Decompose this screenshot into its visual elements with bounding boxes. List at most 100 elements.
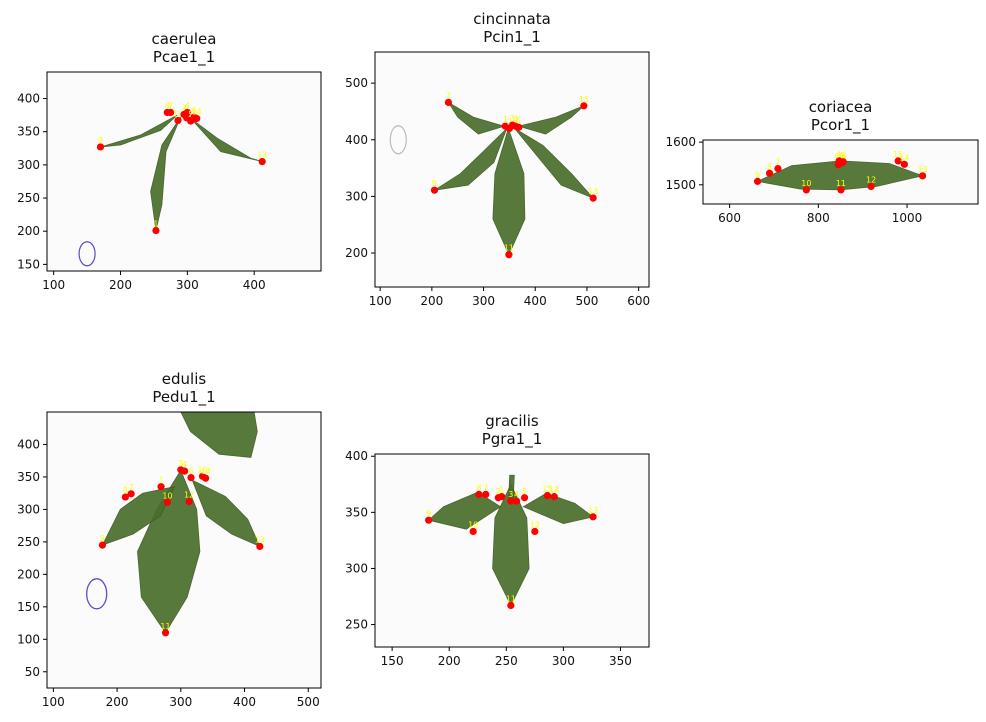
landmark-point — [837, 186, 845, 194]
landmark-label: 7 — [775, 158, 780, 167]
leaf-shape — [517, 105, 585, 135]
landmark-label: 13 — [255, 535, 265, 544]
x-tick-label: 250 — [495, 654, 518, 668]
y-tick-label: 300 — [17, 158, 40, 172]
landmark-label: 8 — [165, 101, 170, 110]
landmark-point — [482, 490, 490, 498]
sample-label: Pcae1_1 — [152, 48, 216, 66]
species-label: cincinnata — [473, 10, 551, 28]
landmark-point — [183, 108, 191, 117]
leaf-shape — [448, 102, 506, 135]
landmark-point — [774, 164, 782, 173]
landmark-point — [161, 629, 170, 637]
x-tick-label: 100 — [42, 695, 65, 709]
leaf-shape — [150, 116, 182, 231]
landmark-point — [507, 601, 515, 610]
plot-area: 191387103245614 — [47, 72, 321, 271]
landmark-label: 8 — [476, 483, 481, 492]
sample-label: Pedu1_1 — [152, 388, 216, 406]
landmark-point — [589, 194, 597, 202]
landmark-label: 9 — [426, 509, 431, 518]
landmark-label: 2 — [496, 487, 501, 496]
landmark-point — [444, 98, 453, 106]
y-tick-label: 400 — [17, 437, 40, 451]
y-tick-label: 350 — [17, 470, 40, 484]
landmark-point — [469, 527, 477, 536]
x-tick-label: 1000 — [892, 211, 923, 225]
landmark-point — [580, 102, 588, 110]
ink-mark-icon — [86, 578, 108, 610]
landmark-point — [181, 467, 189, 475]
x-tick-label: 200 — [106, 695, 129, 709]
panel-title: gracilis Pgra1_1 — [375, 412, 649, 448]
landmark-label: 10 — [162, 491, 172, 500]
landmark-label: 1 — [153, 220, 158, 229]
x-tick-label: 400 — [233, 695, 256, 709]
y-tick-label: 1600 — [665, 135, 696, 149]
landmark-point — [258, 157, 266, 166]
y-tick-label: 1500 — [665, 178, 696, 192]
y-tick-label: 350 — [17, 125, 40, 139]
y-tick-label: 200 — [17, 567, 40, 581]
y-tick-label: 250 — [17, 191, 40, 205]
x-tick-label: 200 — [438, 654, 461, 668]
y-tick-label: 400 — [345, 449, 368, 463]
landmark-point — [167, 108, 175, 117]
landmark-label: 14 — [192, 107, 202, 116]
species-label: edulis — [161, 370, 207, 388]
landmark-label: 13 — [917, 165, 927, 174]
axes-frame — [46, 411, 322, 689]
landmark-label: 4 — [182, 460, 187, 469]
landmark-label: 15 — [542, 485, 552, 494]
landmark-point — [185, 498, 193, 506]
landmark-point — [765, 169, 774, 177]
landmark-point — [839, 158, 847, 166]
y-tick-label: 150 — [17, 600, 40, 614]
y-tick-label: 300 — [345, 189, 368, 203]
y-tick-label: 300 — [17, 502, 40, 516]
y-tick-label: 400 — [17, 92, 40, 106]
x-tick-label: 300 — [169, 695, 192, 709]
axes-frame — [46, 71, 322, 272]
sample-label: Pgra1_1 — [481, 430, 543, 448]
x-tick-label: 200 — [109, 278, 132, 292]
species-label: coriacea — [808, 98, 873, 116]
y-tick-label: 200 — [17, 224, 40, 238]
landmark-label: 3 — [508, 490, 513, 499]
landmark-label: 6 — [188, 467, 193, 476]
landmark-label: 9 — [98, 136, 103, 145]
landmark-point — [753, 177, 762, 185]
landmark-label: 14 — [899, 153, 909, 162]
landmark-point — [505, 251, 513, 259]
leaf-shape — [522, 492, 595, 525]
species-label: gracilis — [485, 412, 539, 430]
landmark-label: 7 — [168, 101, 173, 110]
landmark-point — [867, 182, 875, 191]
landmark-label: 9 — [432, 179, 437, 188]
y-tick-label: 250 — [17, 535, 40, 549]
panel-coriacea: 910111213873536451514600800100015001600 — [655, 134, 984, 234]
landmark-label: 5 — [188, 110, 193, 119]
landmark-label: 4 — [513, 115, 518, 124]
landmark-point — [98, 541, 107, 549]
ink-mark-icon — [78, 241, 96, 267]
landmark-label: 10 — [801, 179, 811, 188]
landmark-label: 15 — [579, 95, 589, 104]
leaf-shape — [190, 118, 263, 162]
x-tick-label: 400 — [524, 294, 547, 308]
landmark-label: 13 — [257, 151, 267, 160]
panel-gracilis: 11 9 10 12 13 8 7 2 1 3 4 5 15 14 150 200 250 300 350 250 30… — [327, 448, 655, 677]
y-tick-label: 500 — [345, 76, 368, 90]
landmark-label: 9 — [100, 534, 105, 543]
landmark-label: 13 — [588, 187, 598, 196]
panel-title: caerulea Pcae1_1 — [47, 30, 321, 66]
y-tick-label: 300 — [345, 561, 368, 575]
x-tick-label: 800 — [807, 211, 830, 225]
sample-label: Pcor1_1 — [810, 116, 871, 134]
landmark-label: 10 — [173, 109, 183, 118]
landmark-label: 7 — [129, 483, 134, 492]
leaf-shape — [180, 412, 258, 458]
